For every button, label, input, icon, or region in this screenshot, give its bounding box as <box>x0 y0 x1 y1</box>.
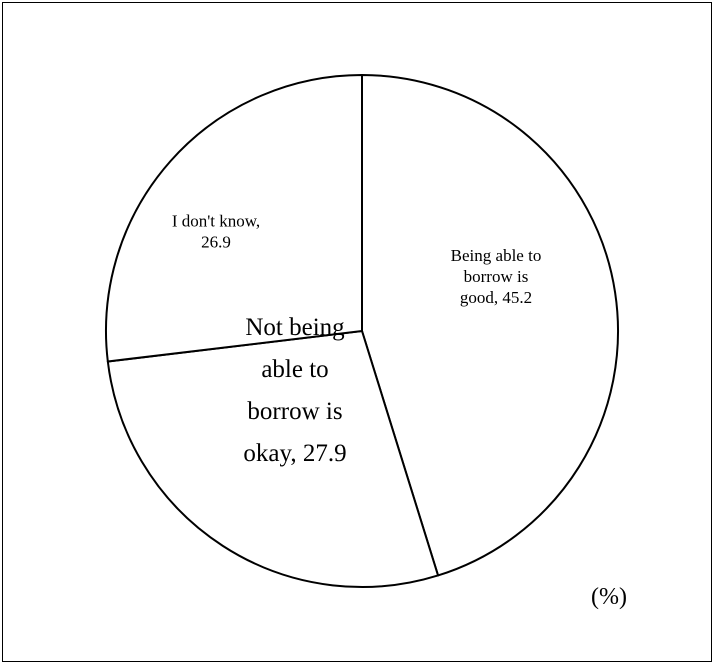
label-not-being-able-to-borrow-is-okay-line: okay, 27.9 <box>243 440 346 467</box>
label-i-dont-know-line: I don't know, <box>172 212 260 231</box>
slice-being-able-to-borrow-is-good <box>361 74 619 577</box>
label-not-being-able-to-borrow-is-okay-line: able to <box>261 356 328 383</box>
label-i-dont-know: I don't know, 26.9 <box>172 212 260 252</box>
slice-not-being-able-to-borrow-is-okay <box>106 330 440 588</box>
label-being-able-to-borrow-is-good-line: Being able to <box>451 246 542 265</box>
label-being-able-to-borrow-is-good: Being able to borrow is good, 45.2 <box>451 246 542 307</box>
slice-i-dont-know <box>105 74 363 363</box>
pie-slices <box>105 74 619 588</box>
pie-labels: Being able to borrow is good, 45.2 Not bein… <box>172 212 542 468</box>
label-i-dont-know-line: 26.9 <box>201 233 231 252</box>
unit-label: (%) <box>591 584 627 610</box>
label-not-being-able-to-borrow-is-okay: Not being able to borrow is okay, 27.9 <box>243 314 346 467</box>
label-not-being-able-to-borrow-is-okay-line: Not being <box>245 314 345 341</box>
label-being-able-to-borrow-is-good-line: good, 45.2 <box>460 288 532 307</box>
label-being-able-to-borrow-is-good-line: borrow is <box>464 267 529 286</box>
label-not-being-able-to-borrow-is-okay-line: borrow is <box>247 398 342 425</box>
